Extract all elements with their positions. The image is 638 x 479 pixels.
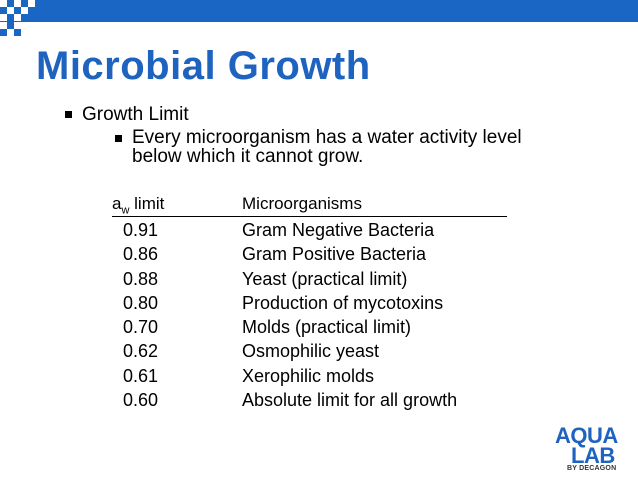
organism: Molds (practical limit) <box>242 317 412 338</box>
checker-square <box>14 29 21 36</box>
organism: Yeast (practical limit) <box>242 268 408 289</box>
water-activity-table: aw limit Microorganisms 0.91 Gram Negativ… <box>112 194 512 411</box>
table-row: 0.60 Absolute limit for all growth <box>112 387 512 411</box>
checker-square <box>28 0 35 7</box>
table-row: 0.62 Osmophilic yeast <box>112 338 512 362</box>
logo-byline: BY DECAGON <box>567 465 617 472</box>
sub-bullet: Every microorganism has a water activity… <box>115 127 552 167</box>
organism: Gram Positive Bacteria <box>242 244 427 265</box>
aw-value: 0.60 <box>123 390 159 411</box>
bullet-text: Growth Limit <box>82 104 189 125</box>
aw-value: 0.88 <box>123 268 159 289</box>
checker-square <box>14 14 21 21</box>
logo-lab: LAB <box>571 443 615 468</box>
table-row: 0.88 Yeast (practical limit) <box>112 266 512 290</box>
aw-value: 0.62 <box>123 341 159 362</box>
checker-square <box>7 7 14 14</box>
organism: Osmophilic yeast <box>242 341 380 362</box>
square-bullet-icon <box>115 135 122 142</box>
checker-square <box>0 0 7 7</box>
aw-value: 0.86 <box>123 244 159 265</box>
organism: Xerophilic molds <box>242 365 375 386</box>
table-row: 0.91 Gram Negative Bacteria <box>112 217 512 241</box>
aw-value: 0.70 <box>123 317 159 338</box>
checker-square <box>0 14 7 21</box>
table-row: 0.80 Production of mycotoxins <box>112 290 512 314</box>
table-row: 0.70 Molds (practical limit) <box>112 314 512 338</box>
checker-square <box>7 22 14 29</box>
table-row: 0.61 Xerophilic molds <box>112 363 512 387</box>
aw-value: 0.61 <box>123 365 159 386</box>
checker-pattern <box>0 0 44 22</box>
aw-value: 0.91 <box>123 220 159 240</box>
bullet-growth-limit: Growth Limit <box>65 104 189 126</box>
organism: Gram Negative Bacteria <box>242 220 435 240</box>
table-row: 0.86 Gram Positive Bacteria <box>112 241 512 265</box>
square-bullet-icon <box>65 111 72 118</box>
checker-square <box>0 29 7 36</box>
header-limit: limit <box>129 194 165 213</box>
aqualab-logo: AQUA LAB BY DECAGON <box>555 423 630 473</box>
header-aw-limit: aw limit <box>112 194 164 216</box>
checker-square <box>14 0 21 7</box>
organism: Absolute limit for all growth <box>242 390 458 411</box>
organism: Production of mycotoxins <box>242 292 444 313</box>
logo-aqua: AQUA <box>555 423 618 448</box>
header-a: a <box>112 194 122 213</box>
header-w-subscript: w <box>121 204 130 217</box>
top-decorative-band <box>0 0 638 22</box>
side-checker-pattern <box>0 22 30 44</box>
page-title: Microbial Growth <box>36 44 371 88</box>
table-header: aw limit Microorganisms <box>112 194 507 217</box>
blue-band <box>0 0 638 22</box>
checker-square <box>21 7 28 14</box>
aw-value: 0.80 <box>123 292 159 313</box>
sub-bullet-text: Every microorganism has a water activity… <box>132 127 522 167</box>
header-microorganisms: Microorganisms <box>242 194 362 213</box>
